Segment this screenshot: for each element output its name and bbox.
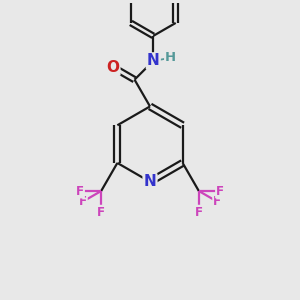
Text: F: F [76,184,84,197]
Text: F: F [97,206,105,219]
Text: F: F [195,206,203,219]
Text: F: F [213,195,221,208]
Text: F: F [216,184,224,197]
Text: H: H [165,51,176,64]
Text: N: N [144,174,156,189]
Text: F: F [79,195,87,208]
Text: O: O [106,60,119,75]
Text: N: N [147,53,160,68]
